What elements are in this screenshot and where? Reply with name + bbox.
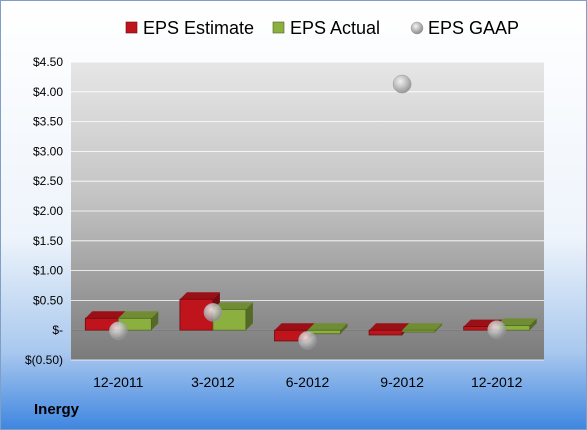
y-tick-label: $3.50: [33, 115, 63, 129]
y-tick-label: $2.00: [33, 204, 63, 218]
eps-actual-bar-top: [212, 302, 253, 310]
eps-estimate-bar-top: [179, 292, 220, 300]
x-axis-labels: 12-2011 3-2012 6-2012 9-2012 12-2012: [93, 374, 522, 390]
eps-estimate-legend-label: EPS Estimate: [143, 18, 254, 38]
y-tick-label: $3.00: [33, 144, 63, 158]
y-tick-label: $1.00: [33, 264, 63, 278]
eps-actual-bar-side: [529, 318, 537, 331]
x-tick-label: 6-2012: [286, 374, 330, 390]
eps-gaap-point: [298, 331, 317, 350]
eps-estimate-bar: [368, 329, 403, 336]
eps-actual-bar-side: [340, 323, 348, 334]
eps-gaap-point: [487, 320, 506, 339]
eps-actual-legend-swatch: [272, 21, 285, 34]
eps-actual-bar-side: [151, 311, 159, 331]
x-tick-label: 9-2012: [380, 374, 424, 390]
y-tick-label: $0.50: [33, 293, 63, 307]
eps-estimate-bar-top: [369, 323, 410, 331]
eps-estimate-bar-top: [274, 323, 315, 331]
y-axis-labels: $4.50 $4.00 $3.50 $3.00 $2.50 $2.00 $1.50 $1.00…: [25, 55, 63, 367]
y-tick-label: $(0.50): [25, 353, 63, 367]
y-tick-label: $4.00: [33, 85, 63, 99]
eps-actual-bar-side: [245, 302, 253, 331]
eps-estimate-legend-swatch: [125, 21, 138, 34]
eps-actual-bar-top: [118, 311, 159, 319]
eps-gaap-legend-label: EPS GAAP: [428, 18, 519, 38]
eps-estimate-bar-top: [85, 311, 126, 319]
eps-actual-legend-label: EPS Actual: [290, 18, 380, 38]
eps-gaap-point: [203, 303, 223, 322]
eps-actual-bar-top: [307, 323, 348, 331]
x-tick-label: 12-2012: [471, 374, 523, 390]
eps-actual-bar-top: [496, 318, 537, 326]
eps-gaap-point: [392, 74, 412, 94]
y-tick-label: $2.50: [33, 174, 63, 188]
x-tick-label: 12-2011: [93, 374, 144, 390]
eps-gaap-point: [109, 321, 128, 341]
x-tick-label: 3-2012: [191, 374, 235, 390]
legend: EPS Estimate EPS Actual EPS GAAP: [125, 18, 519, 38]
eps-actual-bar: [401, 329, 436, 333]
y-tick-label: $1.50: [33, 234, 63, 248]
company-name: Inergy: [34, 401, 80, 418]
y-tick-label: $4.50: [33, 55, 63, 69]
gaap-points: [109, 74, 506, 350]
eps-gaap-legend-swatch: [410, 21, 424, 35]
eps-actual-bar-top: [402, 323, 443, 331]
y-tick-label: $-: [52, 323, 63, 337]
eps-actual-bar-side: [435, 323, 443, 332]
